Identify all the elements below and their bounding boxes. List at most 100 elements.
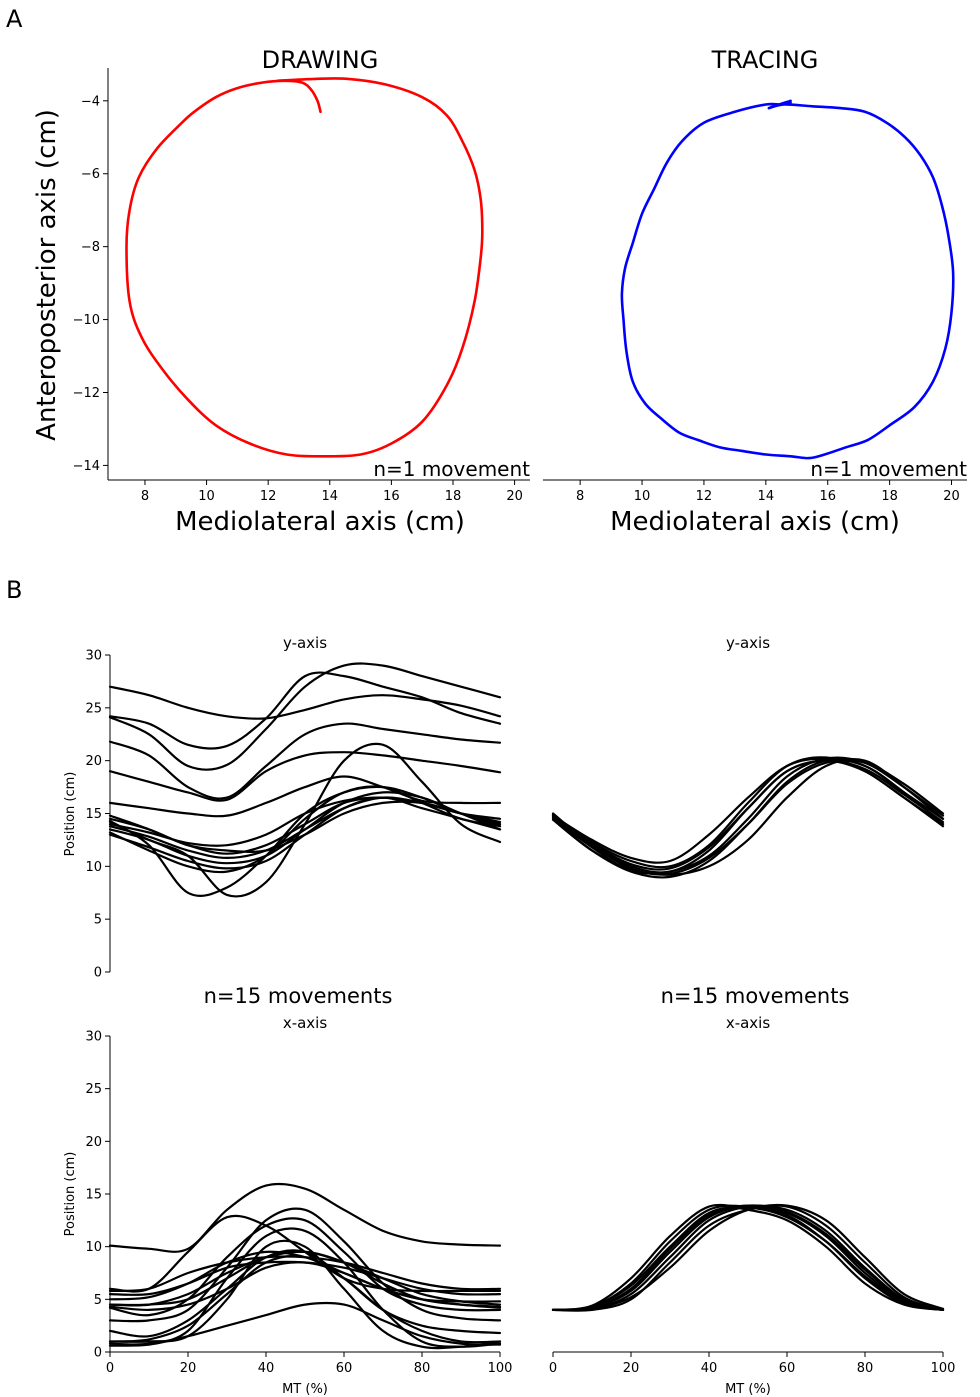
series-line-6	[551, 759, 945, 871]
panel-label-a: A	[6, 5, 23, 33]
y-tick-label: 30	[85, 649, 102, 664]
chart-title-drawing-y: y-axis	[283, 634, 327, 652]
series-line-1	[108, 685, 502, 720]
y-axis-label-drawing: Anteroposterior axis (cm)	[32, 109, 62, 441]
series-line-5	[108, 751, 502, 802]
x-tick-label: 80	[857, 1361, 874, 1376]
chart-drawing-y: y-axis Position (cm) 0 5 10 15 20 25 30	[63, 634, 502, 981]
x-axis-label-drawing: Mediolateral axis (cm)	[175, 507, 465, 537]
series-line-1	[108, 1182, 502, 1253]
y-tick-label: 20	[85, 1135, 102, 1150]
x-tick-label: 60	[779, 1361, 796, 1376]
x-tick-label: 14	[758, 489, 775, 504]
chart-title-tracing-y: y-axis	[726, 634, 770, 652]
y-tick-label: 25	[85, 701, 102, 716]
chart-title-tracing: TRACING	[711, 46, 819, 74]
x-axis-label-tracing: Mediolateral axis (cm)	[610, 507, 900, 537]
y-axis-label-drawing-y: Position (cm)	[63, 772, 78, 857]
x-tick-label: 80	[414, 1361, 431, 1376]
x-tick-label: 8	[576, 489, 584, 504]
y-tick-label: 30	[85, 1030, 102, 1045]
series-line-9	[108, 1217, 502, 1317]
series-line-15	[108, 1254, 502, 1344]
series-line-13	[108, 1227, 502, 1348]
x-tick-label: 12	[696, 489, 713, 504]
plot-area-drawing-y: 0 5 10 15 20 25 30	[85, 649, 502, 981]
series-line-8	[551, 756, 945, 869]
series-line-3	[108, 662, 502, 771]
chart-tracing: TRACING Mediolateral axis (cm) n=1 movem…	[543, 46, 967, 537]
x-tick-label: 40	[258, 1361, 275, 1376]
x-tick-label: 100	[931, 1361, 956, 1376]
plot-area-tracing: 8 10 12 14 16 18 20	[543, 99, 967, 504]
series-line-7	[551, 1204, 945, 1311]
x-tick-label: 40	[701, 1361, 718, 1376]
y-tick-label: 15	[85, 807, 102, 822]
x-axis-label-tracing-x: MT (%)	[725, 1382, 771, 1397]
x-tick-label: 0	[549, 1361, 557, 1376]
x-tick-label: 0	[106, 1361, 114, 1376]
series-line-10	[108, 1207, 502, 1323]
y-tick-label: 20	[85, 754, 102, 769]
x-tick-label: 16	[819, 489, 836, 504]
plot-area-drawing-x: 0 5 10 15 20 25 30 0 20 40 60 80 100	[85, 1030, 512, 1377]
series-line-5	[551, 1203, 945, 1311]
series-line-2	[108, 1214, 502, 1293]
series-line-15	[108, 796, 502, 855]
series-line-5	[108, 1250, 502, 1303]
y-tick-label: −4	[81, 94, 100, 109]
y-tick-label: 0	[94, 1346, 102, 1361]
y-tick-label: 10	[85, 1240, 102, 1255]
series-line-1	[620, 99, 955, 460]
series-line-12	[108, 1239, 502, 1350]
series-line-4	[551, 758, 945, 876]
x-tick-label: 16	[383, 489, 400, 504]
x-axis-label-drawing-x: MT (%)	[282, 1382, 328, 1397]
chart-title-tracing-x: x-axis	[726, 1014, 771, 1032]
series-line-13	[108, 796, 502, 870]
chart-title-drawing: DRAWING	[262, 46, 379, 74]
y-tick-label: −14	[73, 459, 100, 474]
plot-area-tracing-x: 0 20 40 60 80 100	[549, 1203, 956, 1376]
y-axis-label-drawing-x: Position (cm)	[63, 1152, 78, 1237]
chart-tracing-y: y-axis	[551, 634, 945, 879]
series-line-6	[108, 1250, 502, 1307]
annotation-drawing: n=1 movement	[373, 457, 530, 481]
chart-tracing-x: n=15 movements x-axis MT (%) 0 20 40 60 80 10…	[549, 984, 956, 1397]
series-line-12	[108, 791, 502, 865]
x-tick-label: 20	[623, 1361, 640, 1376]
series-line-4	[108, 1260, 502, 1296]
series-line-7	[551, 759, 945, 876]
x-tick-label: 20	[943, 489, 960, 504]
y-tick-label: 25	[85, 1082, 102, 1097]
y-tick-label: 0	[94, 966, 102, 981]
x-tick-label: 20	[180, 1361, 197, 1376]
series-line-6	[551, 1203, 945, 1312]
y-tick-label: −8	[81, 240, 100, 255]
x-tick-label: 20	[506, 489, 523, 504]
chart-drawing: DRAWING Anteroposterior axis (cm) Mediol…	[32, 46, 530, 537]
series-line-4	[108, 722, 502, 800]
x-tick-label: 14	[322, 489, 339, 504]
panel-label-b: B	[6, 576, 22, 604]
header-tracing-x: n=15 movements	[661, 984, 850, 1008]
plot-area-drawing: −4 −6 −8 −10 −12 −14 8 10 12 14 16 18 20	[73, 68, 530, 504]
x-tick-label: 100	[488, 1361, 513, 1376]
y-tick-label: 15	[85, 1188, 102, 1203]
x-tick-label: 10	[634, 489, 651, 504]
series-line-8	[551, 1206, 945, 1311]
y-tick-label: 10	[85, 860, 102, 875]
x-tick-label: 12	[260, 489, 277, 504]
series-line-1	[125, 77, 484, 458]
y-tick-label: −12	[73, 386, 100, 401]
series-line-14	[108, 785, 502, 874]
series-line-14	[108, 1301, 502, 1347]
x-tick-label: 18	[881, 489, 898, 504]
plot-area-tracing-y	[551, 756, 945, 879]
series-line-11	[108, 1249, 502, 1338]
annotation-tracing: n=1 movement	[810, 457, 967, 481]
series-line-2	[108, 671, 502, 750]
chart-drawing-x: n=15 movements x-axis Position (cm) MT (…	[63, 984, 512, 1397]
x-tick-label: 60	[336, 1361, 353, 1376]
